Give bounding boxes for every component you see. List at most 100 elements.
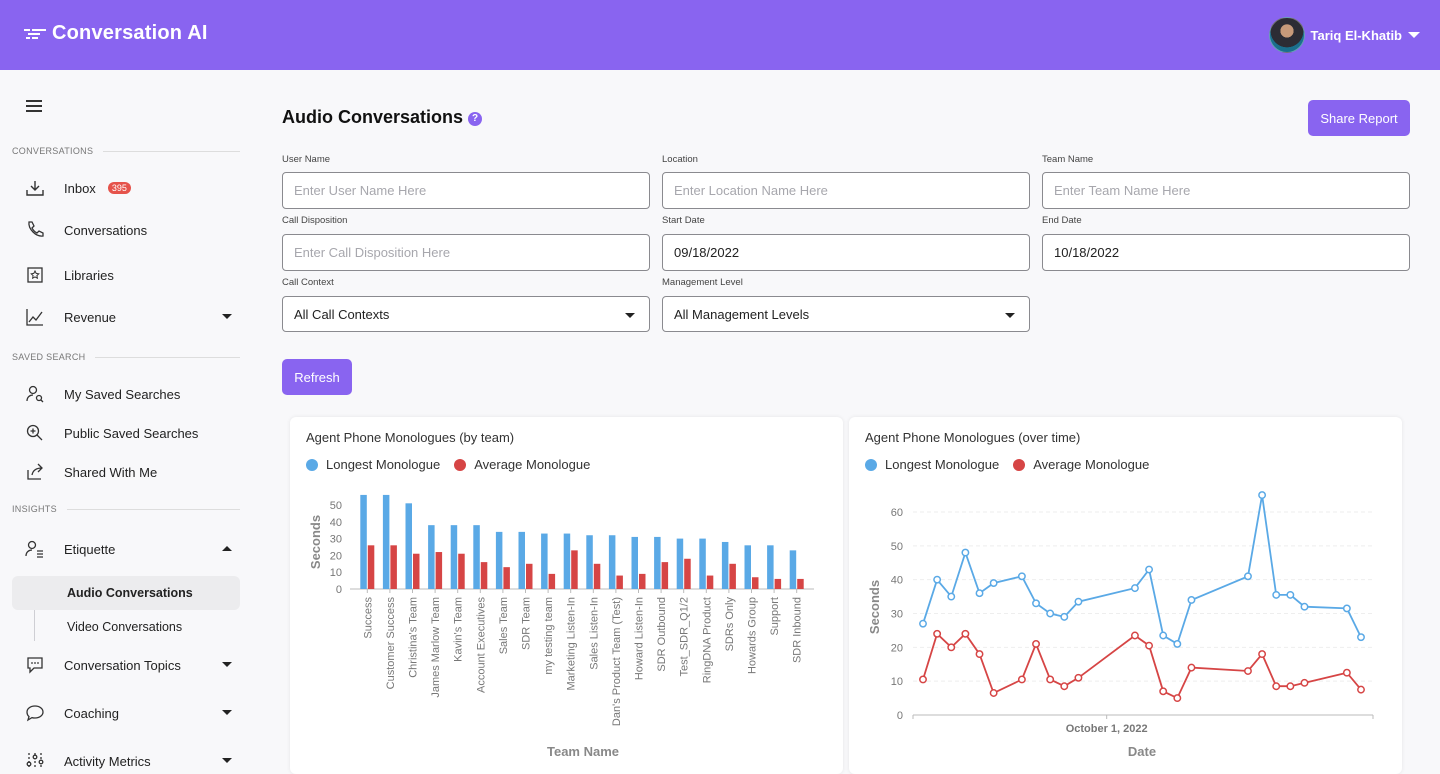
call-disposition-field[interactable] [282,234,650,271]
refresh-button[interactable]: Refresh [282,359,352,395]
sidebar-item-video-conversations[interactable]: Video Conversations [67,620,183,634]
point-average [933,629,942,638]
point-longest [1258,491,1267,500]
sidebar: CONVERSATIONS Inbox 395 Conversations Li… [0,70,252,774]
bar-average [661,562,669,589]
x-tick-label: Sales Listen-In [588,597,600,670]
avatar[interactable] [1268,17,1305,53]
point-average [1159,687,1168,696]
bar-longest [473,525,480,589]
team-name-label: Team Name [1042,154,1094,165]
point-longest [933,575,942,584]
legend-dot-average [1013,458,1026,471]
legend-item-average[interactable]: Average Monologue [454,457,590,472]
bar-longest [699,538,706,589]
start-date-field[interactable]: 09/18/2022 [662,234,1030,271]
section-title-conversations: CONVERSATIONS [12,146,240,156]
user-name-field[interactable] [282,172,650,209]
chevron-down-icon[interactable] [625,313,635,318]
sidebar-item-libraries[interactable]: Libraries [24,260,240,290]
bar-longest [654,536,661,589]
start-date-label: Start Date [662,215,705,226]
sidebar-item-label: Conversations [64,222,148,238]
bar-average [729,563,736,589]
sidebar-item-label: My Saved Searches [64,386,181,402]
chevron-down-icon[interactable] [1408,32,1420,38]
bar-average [706,575,714,589]
x-tick-label: Howard Listen-In [634,597,646,680]
y-axis-title: Seconds [867,580,882,634]
bar-average [616,575,623,589]
series-line-average [922,632,1362,700]
chevron-down-icon[interactable] [222,314,232,319]
point-longest [947,592,956,601]
team-name-input[interactable] [1054,183,1398,198]
chevron-down-icon[interactable] [1005,313,1015,318]
point-average [1286,682,1295,691]
sidebar-item-revenue[interactable]: Revenue [24,302,240,332]
chart-title: Agent Phone Monologues (by team) [306,430,515,445]
chevron-down-icon[interactable] [222,662,232,667]
point-longest [1130,584,1139,593]
share-report-button[interactable]: Share Report [1308,100,1410,136]
legend-dot-average [454,458,467,471]
bar-longest [789,550,797,589]
bar-average [435,552,443,589]
user-menu[interactable]: Tariq El-Khatib [1268,17,1420,53]
bar-average [367,545,375,589]
bar-longest [428,525,435,589]
help-icon[interactable]: ? [468,111,483,126]
x-tick-label: RingDNA Product [701,597,713,683]
x-tick-label: Success [362,597,374,639]
sidebar-item-inbox[interactable]: Inbox 395 [24,173,240,203]
bar-average [774,578,782,589]
team-name-field[interactable] [1042,172,1410,209]
sidebar-item-activity-metrics[interactable]: Activity Metrics [24,746,240,774]
sidebar-item-public-saved-searches[interactable]: Public Saved Searches [24,418,240,448]
call-disposition-input[interactable] [294,245,638,260]
sidebar-item-label: Inbox [64,180,96,196]
chevron-down-icon[interactable] [222,710,232,715]
bar-longest [495,531,503,589]
point-longest [919,619,927,628]
sidebar-item-my-saved-searches[interactable]: My Saved Searches [24,379,240,409]
sidebar-item-coaching[interactable]: Coaching [24,698,240,728]
legend-dot-longest [865,458,877,471]
sidebar-item-etiquette[interactable]: Etiquette [24,534,240,564]
chart-title: Agent Phone Monologues (over time) [865,430,1081,445]
point-longest [1032,599,1040,608]
point-average [989,689,998,697]
location-input[interactable] [674,183,1018,198]
management-level-select[interactable]: All Management Levels [662,296,1030,332]
sidebar-item-shared-with-me[interactable]: Shared With Me [24,457,240,487]
point-longest [1272,590,1281,599]
point-average [1046,675,1055,684]
call-context-select[interactable]: All Call Contexts [282,296,650,332]
x-tick-label: James Marlow Team [430,597,442,698]
chevron-down-icon[interactable] [222,758,232,763]
sliders-icon [24,750,46,772]
y-tick-label: 60 [891,507,903,519]
bar-average [571,550,578,589]
point-average [1032,640,1040,648]
x-tick-label: Account Executives [475,597,487,693]
sidebar-item-conversation-topics[interactable]: Conversation Topics [24,650,240,680]
legend-item-longest[interactable]: Longest Monologue [865,457,999,472]
end-date-field[interactable]: 10/18/2022 [1042,234,1410,271]
location-field[interactable] [662,172,1030,209]
chevron-up-icon[interactable] [222,546,232,551]
menu-icon[interactable] [26,100,42,112]
y-tick-label: 20 [891,642,903,654]
sidebar-item-label: Libraries [64,267,114,283]
line-chart-icon [24,306,46,328]
bar-average [526,563,533,589]
legend-item-average[interactable]: Average Monologue [1013,457,1149,472]
point-longest [1017,572,1026,581]
x-tick-label: my testing team [543,597,555,675]
sidebar-item-audio-conversations[interactable]: Audio Conversations [12,576,240,610]
user-name-input[interactable] [294,183,638,198]
legend-item-longest[interactable]: Longest Monologue [306,457,440,472]
sidebar-item-conversations[interactable]: Conversations [24,215,240,245]
app-name: Conversation AI [52,22,208,44]
brand[interactable]: Conversation AI [24,22,208,45]
